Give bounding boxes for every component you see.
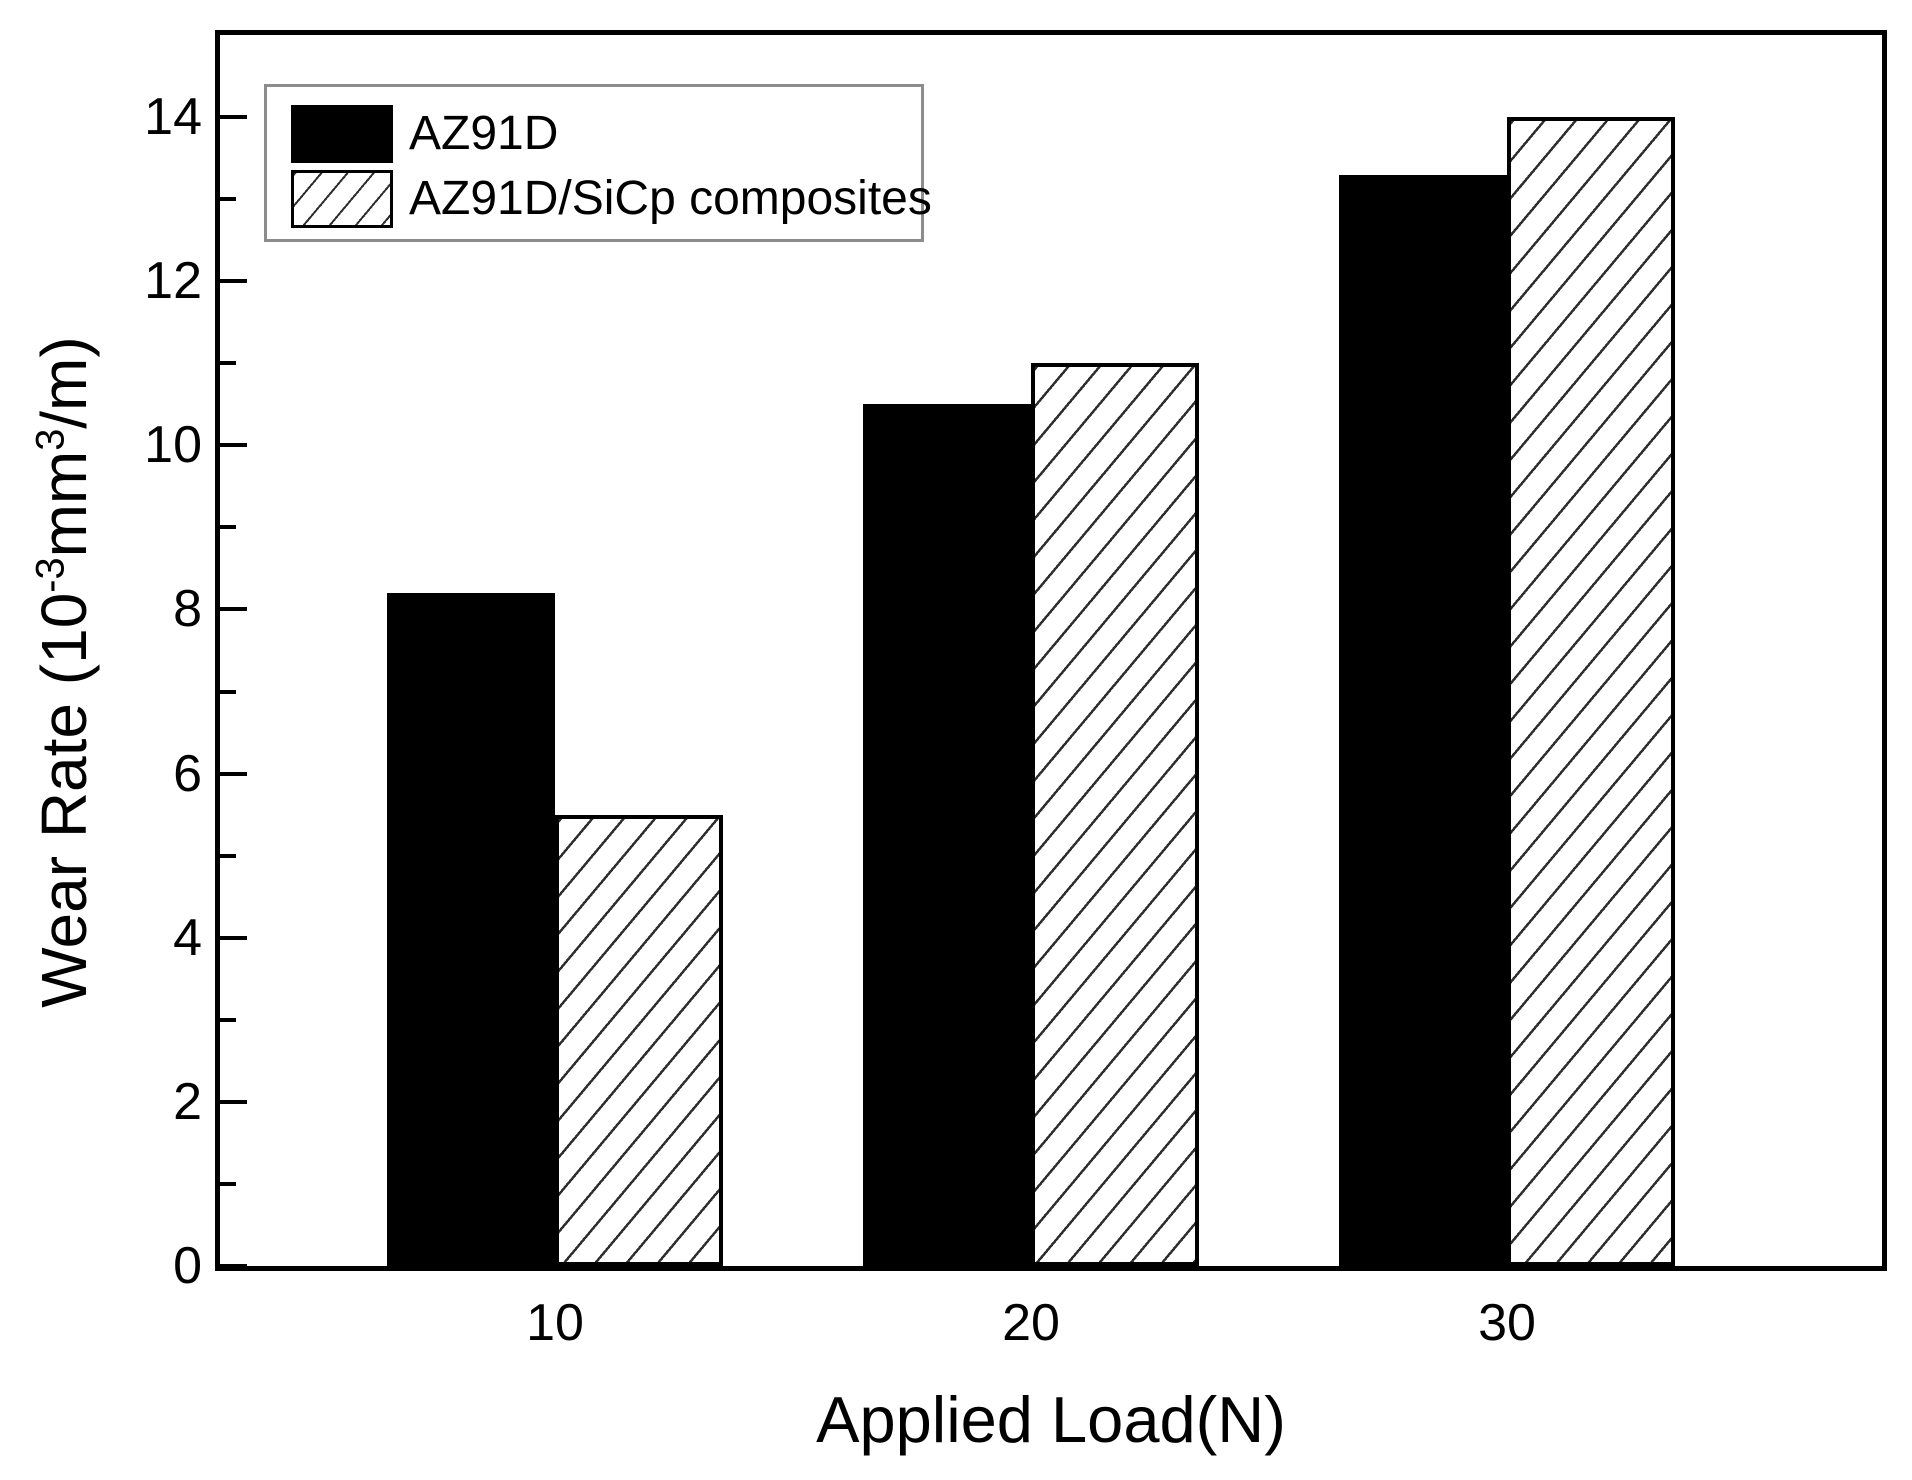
y-axis-major-tick [220, 443, 247, 448]
y-axis-minor-tick [220, 689, 236, 694]
y-axis-minor-tick [220, 1017, 236, 1022]
y-axis-major-tick [220, 279, 247, 284]
bar-composites-10 [555, 815, 723, 1266]
y-axis-tick-label: 4 [173, 908, 202, 967]
legend-label-az91d: AZ91D [409, 107, 559, 160]
bar-az91d-30 [1339, 175, 1507, 1266]
y-axis-tick-label: 14 [144, 88, 202, 147]
y-axis-tick-label: 6 [173, 744, 202, 803]
y-axis-tick-label: 2 [173, 1072, 202, 1131]
y-axis-title-exponent-2: 3 [28, 428, 73, 451]
bar-composites-30 [1507, 117, 1675, 1266]
legend: AZ91D AZ91D/SiCp composites [264, 84, 932, 242]
bar-az91d-20 [863, 404, 1031, 1266]
y-axis-minor-tick [220, 1181, 236, 1186]
legend-item-composites: AZ91D/SiCp composites [291, 168, 932, 230]
y-axis-major-tick [220, 1099, 247, 1104]
y-axis-tick-label: 0 [173, 1237, 202, 1295]
x-axis-tick-label: 20 [1002, 1294, 1060, 1352]
x-axis-tick-label: 30 [1478, 1294, 1536, 1352]
y-axis-title-mid: mm [28, 450, 100, 558]
y-axis-minor-tick [220, 525, 236, 530]
y-axis-major-tick [220, 607, 247, 612]
bar-composites-20 [1031, 363, 1199, 1266]
y-axis-title-exponent-1: -3 [28, 557, 73, 593]
y-axis-minor-tick [220, 197, 236, 202]
y-axis-tick-label: 8 [173, 580, 202, 639]
y-axis-minor-tick [220, 853, 236, 858]
x-axis-title: Applied Load(N) [816, 1383, 1286, 1456]
y-axis-title-prefix: Wear Rate (10 [28, 592, 100, 1008]
y-axis-major-tick [220, 935, 247, 940]
legend-swatch-diagonal-hatch [291, 170, 393, 228]
bar-az91d-10 [387, 593, 555, 1266]
legend-item-az91d: AZ91D [291, 103, 921, 165]
y-axis-title-suffix: /m) [28, 336, 100, 429]
y-axis-title: Wear Rate (10-3mm3/m) [28, 122, 100, 1222]
y-axis-major-tick [220, 771, 247, 776]
y-axis-tick-label: 12 [144, 252, 202, 311]
y-axis-major-tick [220, 1264, 247, 1268]
y-axis-minor-tick [220, 361, 236, 366]
legend-swatch-solid-black [291, 105, 393, 163]
legend-label-composites: AZ91D/SiCp composites [409, 172, 932, 225]
y-axis-tick-label: 10 [144, 416, 202, 475]
y-axis-major-tick [220, 115, 247, 120]
x-axis-tick-label: 10 [526, 1294, 584, 1352]
